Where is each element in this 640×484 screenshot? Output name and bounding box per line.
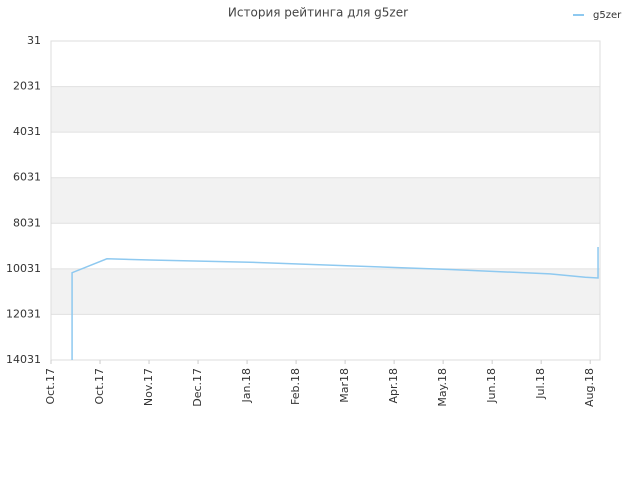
y-tick-label: 14031 — [6, 353, 41, 366]
x-tick-label: Jul.18 — [534, 368, 547, 400]
y-tick-label: 10031 — [6, 262, 41, 275]
y-tick-label: 8031 — [13, 216, 41, 229]
x-tick-label: Jan.18 — [240, 368, 253, 403]
x-tick-label: Aug.18 — [583, 368, 596, 407]
x-tick-label: Feb.18 — [289, 368, 302, 405]
x-tick-label: Dec.17 — [191, 368, 204, 407]
x-tick-label: Oct.17 — [93, 368, 106, 405]
y-tick-label: 12031 — [6, 307, 41, 320]
y-tick-label: 31 — [27, 34, 41, 47]
x-tick-label: Jun.18 — [485, 368, 498, 404]
chart-title: История рейтинга для g5zer — [228, 6, 408, 20]
y-tick-label: 2031 — [13, 80, 41, 93]
series-line — [71, 246, 599, 360]
x-tick-label: May.18 — [436, 368, 449, 407]
plot-border — [50, 40, 601, 361]
legend-label: g5zer — [593, 10, 622, 21]
x-tick-label: Nov.17 — [142, 368, 155, 406]
y-tick-label: 6031 — [13, 171, 41, 184]
grid-band — [51, 268, 600, 315]
grid-band — [51, 86, 600, 133]
grid-band — [51, 177, 600, 224]
y-tick-label: 4031 — [13, 125, 41, 138]
x-tick-label: Oct.17 — [44, 368, 57, 405]
x-tick-label: Apr.18 — [387, 368, 400, 404]
x-tick-label: Mar18 — [338, 368, 351, 403]
